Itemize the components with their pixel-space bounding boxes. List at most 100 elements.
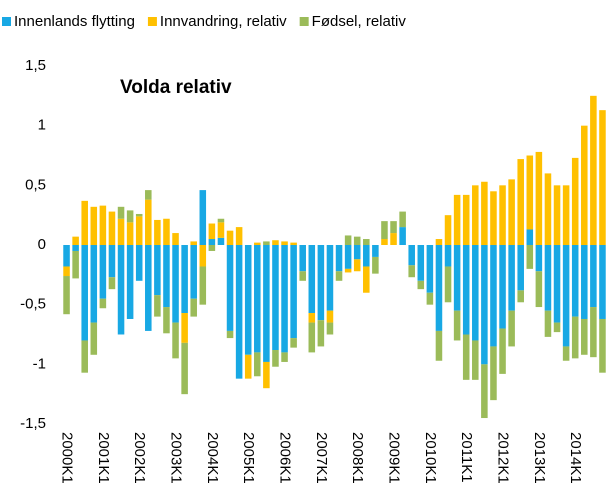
- bar: [481, 181, 488, 245]
- bar: [499, 185, 506, 245]
- bar: [481, 245, 488, 365]
- bar: [145, 199, 152, 245]
- bar: [99, 205, 107, 245]
- x-tick-label: 2014K1: [567, 432, 584, 484]
- bar: [163, 245, 170, 308]
- bar: [571, 157, 579, 245]
- bar: [154, 219, 161, 245]
- x-tick-label: 2011K1: [458, 432, 475, 483]
- bar: [517, 159, 524, 245]
- bar: [581, 318, 588, 355]
- bar: [435, 239, 443, 245]
- bar: [172, 322, 179, 359]
- bar: [81, 200, 88, 245]
- bar: [462, 245, 470, 335]
- bar: [90, 245, 98, 323]
- y-tick-label: -0,5: [20, 296, 46, 313]
- bar: [163, 307, 170, 334]
- bar: [145, 190, 152, 200]
- bar: [535, 151, 543, 245]
- bar: [208, 223, 216, 240]
- bar: [435, 330, 443, 361]
- x-tick-label: 2010K1: [422, 432, 439, 484]
- bar: [190, 245, 197, 299]
- bar: [326, 322, 334, 335]
- bar: [135, 213, 143, 217]
- bar: [472, 340, 479, 380]
- bar: [372, 256, 379, 274]
- bar: [353, 245, 361, 260]
- bar: [599, 110, 606, 245]
- bar: [272, 245, 279, 351]
- bar: [126, 245, 134, 319]
- bar: [353, 236, 361, 245]
- bar: [263, 245, 270, 362]
- bar: [408, 245, 415, 266]
- bar: [363, 266, 370, 293]
- bar: [508, 245, 515, 311]
- bar: [353, 259, 361, 272]
- bar: [453, 310, 461, 341]
- bar: [154, 295, 161, 317]
- bar: [381, 221, 388, 240]
- bar: [562, 185, 570, 245]
- bar: [344, 235, 352, 245]
- bar: [308, 245, 316, 314]
- bar: [172, 233, 179, 245]
- bar: [63, 276, 70, 315]
- bar: [526, 229, 534, 245]
- bar: [472, 185, 479, 245]
- bar: [526, 155, 534, 230]
- y-tick-label: -1,5: [20, 415, 46, 432]
- bar: [562, 346, 570, 361]
- bar: [208, 245, 216, 251]
- bar: [399, 227, 406, 245]
- bar: [272, 240, 279, 245]
- x-tick-label: 2009K1: [386, 432, 403, 484]
- bar: [462, 194, 470, 245]
- bar: [335, 271, 343, 281]
- bar: [490, 346, 497, 401]
- bar: [254, 245, 261, 353]
- bar: [135, 245, 143, 281]
- bar: [244, 245, 252, 355]
- x-tick-label: 2007K1: [313, 432, 330, 484]
- bar: [462, 334, 470, 380]
- bar: [90, 322, 98, 355]
- bar: [444, 245, 452, 267]
- bar: [544, 173, 552, 245]
- legend-swatch: [299, 17, 309, 26]
- bar: [544, 245, 552, 311]
- bar: [81, 340, 88, 373]
- chart-title: Volda relativ: [120, 77, 232, 98]
- bar: [599, 245, 606, 319]
- bar: [208, 239, 216, 245]
- bar: [117, 245, 125, 335]
- bar: [390, 221, 397, 234]
- bar: [453, 194, 461, 245]
- bar: [108, 211, 116, 245]
- x-tick-label: 2001K1: [95, 432, 112, 484]
- bar: [399, 211, 406, 228]
- bar: [299, 271, 306, 281]
- bar: [553, 322, 561, 333]
- bar: [72, 236, 79, 245]
- bar: [163, 218, 170, 245]
- bar: [154, 245, 161, 296]
- bar: [508, 179, 515, 245]
- bar: [299, 245, 306, 272]
- bar: [126, 210, 134, 223]
- bar: [381, 239, 388, 245]
- bar: [235, 227, 243, 245]
- bar: [72, 250, 79, 279]
- bar: [217, 218, 225, 223]
- bar: [117, 218, 125, 245]
- bar: [190, 298, 197, 317]
- bar: [63, 266, 70, 277]
- x-tick-label: 2004K1: [204, 432, 221, 484]
- bar: [290, 338, 297, 348]
- bar: [417, 245, 425, 281]
- bar: [290, 242, 297, 245]
- bar: [190, 241, 197, 245]
